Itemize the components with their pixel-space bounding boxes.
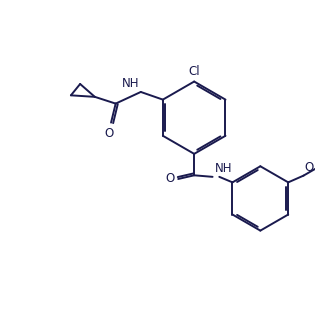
Text: NH: NH <box>214 162 232 175</box>
Text: O: O <box>165 172 174 185</box>
Text: O: O <box>104 127 113 139</box>
Text: NH: NH <box>122 77 140 90</box>
Text: O: O <box>305 161 314 174</box>
Text: Cl: Cl <box>188 65 200 78</box>
